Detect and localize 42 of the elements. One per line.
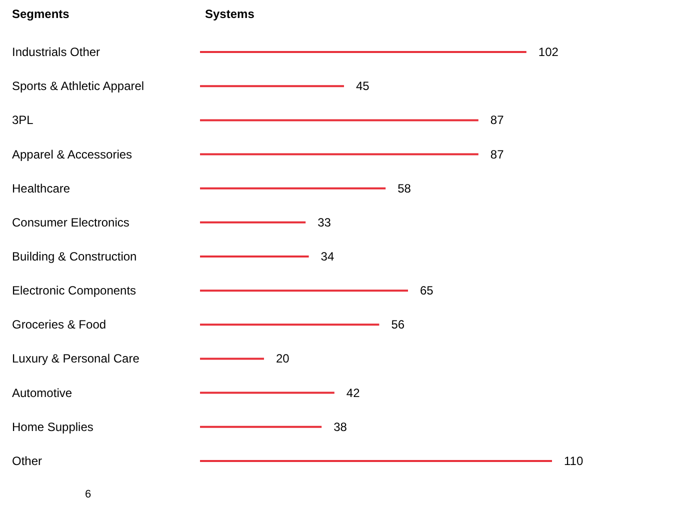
y-tick-label: Healthcare <box>12 181 70 196</box>
data-label: 110 <box>564 454 584 468</box>
text: 6 <box>85 488 92 500</box>
data-label: 56 <box>391 318 405 332</box>
y-tick-label: Electronic Components <box>12 284 136 298</box>
y-tick-label: Apparel & Accessories <box>12 147 132 162</box>
y-tick-label: Groceries & Food <box>12 318 106 332</box>
y-tick-label: Luxury & Personal Care <box>12 352 140 366</box>
data-label: 33 <box>318 215 332 230</box>
bar <box>200 85 344 88</box>
data-label: 58 <box>398 181 412 196</box>
data-label: 65 <box>420 284 434 298</box>
x-axis-title: Systems <box>205 7 255 21</box>
bar <box>200 51 526 54</box>
y-tick-label: Home Supplies <box>12 420 94 434</box>
bar <box>200 460 552 462</box>
y-tick-label: Automotive <box>12 386 72 400</box>
data-label: 102 <box>538 45 559 60</box>
y-tick-label: Other <box>12 454 42 468</box>
y-tick-label: 3PL <box>12 113 34 128</box>
data-label: 87 <box>490 147 504 162</box>
bar <box>200 221 306 224</box>
bar <box>200 119 478 122</box>
bar <box>200 324 380 326</box>
y-tick-label: Industrials Other <box>12 45 100 60</box>
bar <box>200 392 334 394</box>
data-label: 42 <box>346 386 360 400</box>
bar <box>200 153 478 156</box>
data-label: 20 <box>276 352 290 366</box>
bar <box>200 426 322 428</box>
data-label: 45 <box>356 79 370 94</box>
data-label: 38 <box>334 420 348 434</box>
data-label: 34 <box>320 250 334 264</box>
bar <box>200 256 309 258</box>
bar <box>200 358 264 360</box>
y-tick-label: Consumer Electronics <box>12 215 130 230</box>
data-label: 87 <box>490 113 504 128</box>
y-tick-label: Sports & Athletic Apparel <box>12 79 144 94</box>
y-tick-label: Building & Construction <box>12 250 137 264</box>
bar <box>200 187 386 190</box>
y-axis-title: Segments <box>12 7 70 21</box>
bar <box>200 290 408 292</box>
